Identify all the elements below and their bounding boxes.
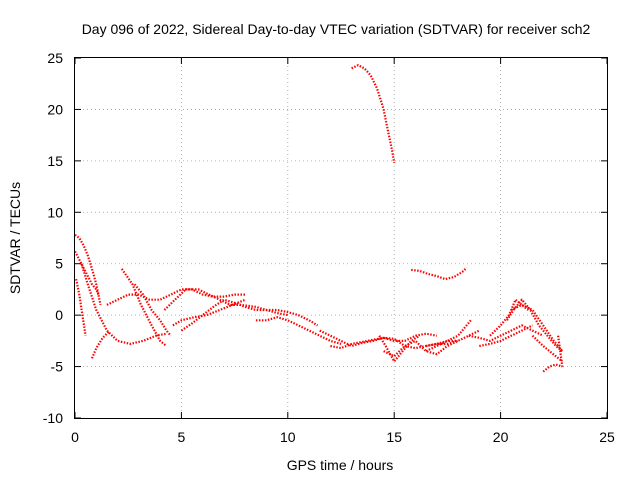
series-track-14 bbox=[330, 336, 458, 350]
x-tick-label: 20 bbox=[493, 429, 509, 445]
series-track-11 bbox=[180, 298, 289, 332]
x-tick-label: 15 bbox=[386, 429, 402, 445]
y-tick-label: 15 bbox=[47, 153, 63, 169]
x-axis-label: GPS time / hours bbox=[287, 457, 394, 473]
series-track-8 bbox=[133, 283, 172, 337]
series-track-17 bbox=[425, 329, 480, 348]
series-track-18 bbox=[425, 319, 472, 353]
chart-title: Day 096 of 2022, Sidereal Day-to-day VTE… bbox=[82, 21, 591, 37]
series-track-7 bbox=[120, 268, 168, 347]
axis-ticks bbox=[74, 57, 608, 419]
y-tick-label: 25 bbox=[47, 50, 63, 66]
series-track-3 bbox=[75, 278, 87, 336]
series-track-28 bbox=[411, 267, 468, 281]
data-traces bbox=[74, 64, 564, 373]
series-track-4 bbox=[90, 330, 110, 359]
x-tick-label: 10 bbox=[280, 429, 296, 445]
series-track-24 bbox=[531, 334, 563, 363]
y-tick-label: 20 bbox=[47, 101, 63, 117]
series-track-20 bbox=[479, 324, 533, 348]
x-tick-label: 0 bbox=[71, 429, 79, 445]
series-track-22 bbox=[506, 298, 563, 352]
y-tick-label: 0 bbox=[55, 307, 63, 323]
series-track-25 bbox=[542, 363, 563, 373]
series-track-23 bbox=[510, 303, 564, 352]
grid bbox=[75, 58, 607, 418]
series-track-6 bbox=[106, 288, 246, 306]
series-track-19 bbox=[468, 324, 544, 342]
tick-labels: 0 5 10 15 20 25 -10 -5 0 5 10 15 20 25 bbox=[43, 50, 615, 445]
series-track-1 bbox=[74, 234, 102, 306]
plot-frame bbox=[74, 57, 608, 419]
x-tick-label: 5 bbox=[178, 429, 186, 445]
series-track-5 bbox=[80, 263, 167, 345]
y-tick-label: 10 bbox=[47, 204, 63, 220]
series-track-15 bbox=[378, 334, 421, 363]
x-tick-label: 25 bbox=[599, 429, 615, 445]
series-track-13 bbox=[319, 329, 438, 348]
series-track-12 bbox=[255, 316, 342, 345]
y-tick-label: -10 bbox=[43, 410, 63, 426]
y-axis-label: SDTVAR / TECUs bbox=[7, 182, 23, 294]
y-tick-label: 5 bbox=[55, 256, 63, 272]
series-track-16 bbox=[383, 339, 459, 358]
series-track-26 bbox=[557, 335, 564, 367]
y-tick-label: -5 bbox=[51, 359, 64, 375]
series-track-10 bbox=[172, 298, 246, 327]
series-track-27 bbox=[351, 64, 396, 164]
